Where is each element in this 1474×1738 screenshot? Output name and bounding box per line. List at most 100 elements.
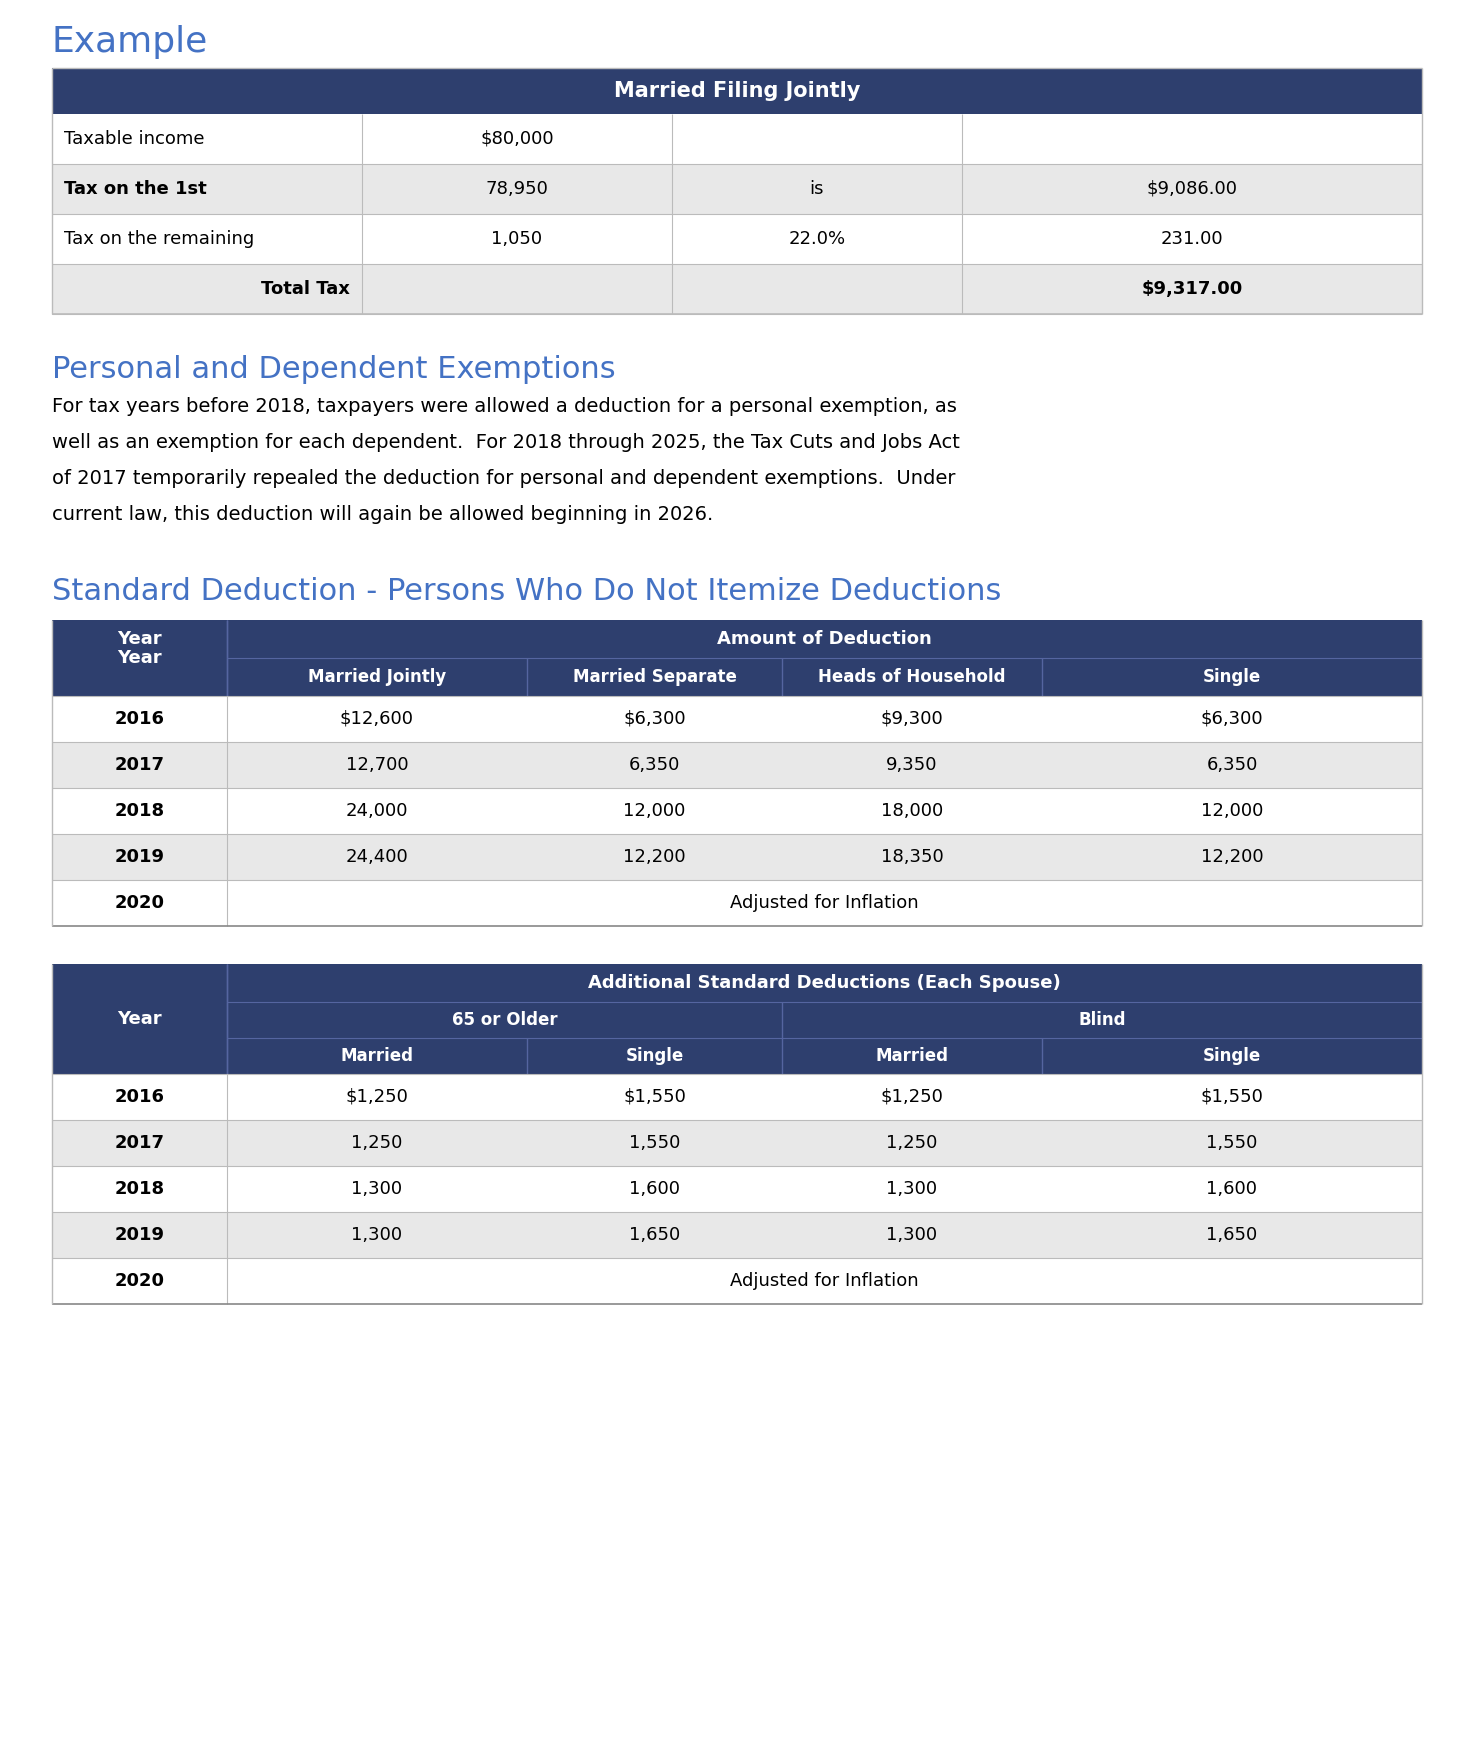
Text: $9,300: $9,300	[880, 711, 943, 728]
Text: $9,317.00: $9,317.00	[1141, 280, 1243, 297]
Text: For tax years before 2018, taxpayers were allowed a deduction for a personal exe: For tax years before 2018, taxpayers wer…	[52, 396, 957, 415]
Text: Tax on the remaining: Tax on the remaining	[63, 229, 254, 249]
Text: Married: Married	[876, 1046, 948, 1065]
Text: Married Filing Jointly: Married Filing Jointly	[613, 82, 861, 101]
Text: 12,700: 12,700	[346, 756, 408, 773]
Text: current law, this deduction will again be allowed beginning in 2026.: current law, this deduction will again b…	[52, 504, 713, 523]
Bar	[52, 264, 1422, 315]
Text: $6,300: $6,300	[624, 711, 685, 728]
Text: Example: Example	[52, 24, 208, 59]
Text: 12,200: 12,200	[624, 848, 685, 866]
Text: 2018: 2018	[115, 801, 165, 820]
Bar	[52, 1119, 1422, 1166]
Text: Single: Single	[1203, 1046, 1262, 1065]
Text: 2016: 2016	[115, 711, 165, 728]
Text: Adjusted for Inflation: Adjusted for Inflation	[730, 1272, 918, 1290]
Text: Year: Year	[118, 648, 162, 667]
Bar	[52, 214, 1422, 264]
Text: 2020: 2020	[115, 893, 165, 912]
Text: Married: Married	[340, 1046, 414, 1065]
Text: 2017: 2017	[115, 756, 165, 773]
Text: Married Jointly: Married Jointly	[308, 667, 447, 687]
Bar	[52, 965, 1422, 1003]
Bar	[52, 695, 1422, 742]
Text: Single: Single	[1203, 667, 1262, 687]
Text: 2018: 2018	[115, 1180, 165, 1197]
Text: Personal and Dependent Exemptions: Personal and Dependent Exemptions	[52, 356, 616, 384]
Bar	[52, 115, 1422, 163]
Text: 24,400: 24,400	[345, 848, 408, 866]
Text: $6,300: $6,300	[1201, 711, 1263, 728]
Bar	[52, 620, 1422, 659]
Text: Tax on the 1st: Tax on the 1st	[63, 181, 206, 198]
Text: 1,050: 1,050	[491, 229, 542, 249]
Text: $1,250: $1,250	[880, 1088, 943, 1105]
Text: 6,350: 6,350	[1206, 756, 1257, 773]
Text: 12,000: 12,000	[624, 801, 685, 820]
Text: 1,550: 1,550	[1206, 1133, 1257, 1152]
Bar	[52, 1211, 1422, 1258]
Text: Standard Deduction - Persons Who Do Not Itemize Deductions: Standard Deduction - Persons Who Do Not …	[52, 577, 1001, 607]
Text: Year: Year	[118, 629, 162, 648]
Bar	[52, 965, 227, 1074]
Text: is: is	[809, 181, 824, 198]
Bar	[52, 834, 1422, 879]
Bar	[52, 1074, 1422, 1119]
Text: 1,650: 1,650	[1206, 1225, 1257, 1244]
Text: 12,000: 12,000	[1201, 801, 1263, 820]
Text: 1,650: 1,650	[629, 1225, 680, 1244]
Text: 2020: 2020	[115, 1272, 165, 1290]
Text: 2017: 2017	[115, 1133, 165, 1152]
Text: 6,350: 6,350	[629, 756, 680, 773]
Text: 18,350: 18,350	[880, 848, 943, 866]
Text: 1,300: 1,300	[351, 1225, 402, 1244]
Text: Single: Single	[625, 1046, 684, 1065]
Bar	[52, 68, 1422, 115]
Text: Total Tax: Total Tax	[261, 280, 349, 297]
Text: $1,550: $1,550	[1200, 1088, 1263, 1105]
Text: 65 or Older: 65 or Older	[451, 1012, 557, 1029]
Text: well as an exemption for each dependent.  For 2018 through 2025, the Tax Cuts an: well as an exemption for each dependent.…	[52, 433, 960, 452]
Text: Married Separate: Married Separate	[572, 667, 737, 687]
Text: 2019: 2019	[115, 848, 165, 866]
Text: 2016: 2016	[115, 1088, 165, 1105]
Bar	[52, 659, 1422, 695]
Text: $12,600: $12,600	[340, 711, 414, 728]
Text: 231.00: 231.00	[1160, 229, 1223, 249]
Bar	[52, 787, 1422, 834]
Text: $1,250: $1,250	[345, 1088, 408, 1105]
Bar	[52, 1166, 1422, 1211]
Text: 1,250: 1,250	[886, 1133, 937, 1152]
Bar	[52, 1258, 1422, 1304]
Text: Heads of Household: Heads of Household	[818, 667, 1005, 687]
Text: Taxable income: Taxable income	[63, 130, 205, 148]
Text: Amount of Deduction: Amount of Deduction	[718, 629, 932, 648]
Text: 1,250: 1,250	[351, 1133, 402, 1152]
Text: Year: Year	[118, 1010, 162, 1027]
Text: 1,300: 1,300	[351, 1180, 402, 1197]
Text: 1,600: 1,600	[1207, 1180, 1257, 1197]
Text: 1,600: 1,600	[629, 1180, 680, 1197]
Text: Additional Standard Deductions (Each Spouse): Additional Standard Deductions (Each Spo…	[588, 973, 1061, 992]
Text: 1,300: 1,300	[886, 1225, 937, 1244]
Text: 1,300: 1,300	[886, 1180, 937, 1197]
Bar	[52, 1003, 1422, 1038]
Text: Adjusted for Inflation: Adjusted for Inflation	[730, 893, 918, 912]
Bar	[52, 163, 1422, 214]
Text: 9,350: 9,350	[886, 756, 937, 773]
Text: 78,950: 78,950	[485, 181, 548, 198]
Text: $1,550: $1,550	[624, 1088, 685, 1105]
Text: $9,086.00: $9,086.00	[1147, 181, 1238, 198]
Text: 24,000: 24,000	[346, 801, 408, 820]
Text: Blind: Blind	[1079, 1012, 1126, 1029]
Text: 18,000: 18,000	[881, 801, 943, 820]
Text: of 2017 temporarily repealed the deduction for personal and dependent exemptions: of 2017 temporarily repealed the deducti…	[52, 469, 955, 487]
Bar	[52, 742, 1422, 787]
Text: $80,000: $80,000	[481, 130, 554, 148]
Bar	[52, 620, 227, 695]
Text: 2019: 2019	[115, 1225, 165, 1244]
Text: 1,550: 1,550	[629, 1133, 680, 1152]
Bar	[52, 879, 1422, 926]
Text: 22.0%: 22.0%	[789, 229, 846, 249]
Bar	[227, 1038, 1422, 1074]
